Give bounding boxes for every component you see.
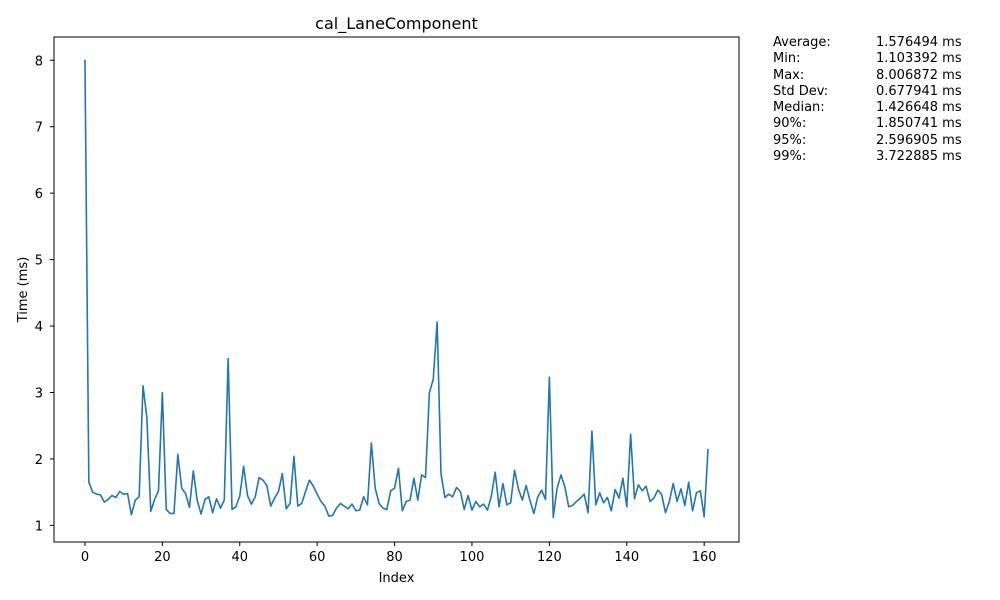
x-tick-label: 40 <box>231 550 248 565</box>
stat-row: Std Dev: 0.677941 ms <box>773 84 962 100</box>
x-tick-label: 140 <box>614 550 639 565</box>
stat-row: Average: 1.576494 ms <box>773 35 962 51</box>
x-tick-label: 60 <box>309 550 326 565</box>
x-tick-label: 160 <box>692 550 717 565</box>
y-axis-title: Time (ms) <box>16 257 31 324</box>
y-tick-label: 1 <box>35 519 43 534</box>
y-tick-label: 2 <box>35 453 43 468</box>
stat-value: 1.576494 ms <box>876 35 962 50</box>
stat-row: 99%: 3.722885 ms <box>773 149 962 165</box>
statistics-panel: Average: 1.576494 ms Min: 1.103392 ms Max: 8.… <box>773 35 962 165</box>
x-tick-label: 80 <box>386 550 403 565</box>
series-line <box>84 59 709 519</box>
stat-value: 2.596905 ms <box>876 132 962 148</box>
stat-row: Max: 8.006872 ms <box>773 68 962 84</box>
stat-value: 3.722885 ms <box>876 149 962 165</box>
stat-row: 90%: 1.850741 ms <box>773 116 962 132</box>
x-tick-label: 100 <box>460 550 485 565</box>
x-tick-label: 120 <box>537 550 562 565</box>
stat-row: Min: 1.103392 ms <box>773 51 962 67</box>
stat-value: 1.850741 ms <box>876 116 962 132</box>
y-tick-label: 3 <box>35 386 43 401</box>
y-tick-label: 6 <box>35 187 43 202</box>
stat-label: 99%: <box>773 149 807 165</box>
y-tick-label: 7 <box>35 121 43 136</box>
stat-label: 90%: <box>773 116 807 132</box>
stat-label: 95%: <box>773 132 807 148</box>
stat-value: 0.677941 ms <box>876 83 962 99</box>
chart-title: cal_LaneComponent <box>315 14 478 34</box>
y-tick-label: 4 <box>35 320 43 335</box>
stat-row: Median: 1.426648 ms <box>773 100 962 116</box>
stat-label: Max: <box>773 67 805 83</box>
stat-label: Min: <box>773 51 801 67</box>
stat-value: 1.103392 ms <box>876 51 962 67</box>
stat-label: Average: <box>773 35 831 50</box>
stat-value: 1.426648 ms <box>876 100 962 116</box>
plot-frame <box>53 36 740 543</box>
x-tick-label: 20 <box>154 550 171 565</box>
stat-label: Std Dev: <box>773 83 829 99</box>
y-tick-label: 8 <box>35 54 43 69</box>
plot-area: 0 20 40 60 80 100 120 140 160 1 2 3 4 5 6 7 8 <box>35 36 740 565</box>
x-axis-title: Index <box>379 571 415 586</box>
stat-label: Median: <box>773 100 825 116</box>
x-tick-label: 0 <box>81 550 89 565</box>
stat-value: 8.006872 ms <box>876 67 962 83</box>
y-tick-label: 5 <box>35 254 43 269</box>
stat-row: 95%: 2.596905 ms <box>773 133 962 149</box>
